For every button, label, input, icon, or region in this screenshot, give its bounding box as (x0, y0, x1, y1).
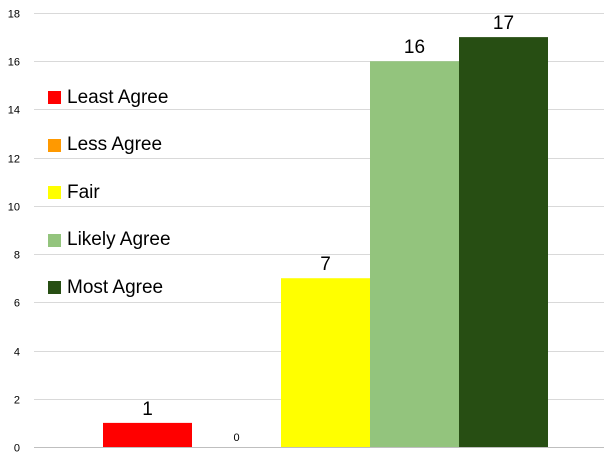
data-label: 7 (320, 254, 331, 275)
y-tick-label: 14 (8, 105, 20, 117)
legend-item-most-agree: Most Agree (48, 264, 171, 312)
legend-item-fair: Fair (48, 169, 171, 217)
legend-item-least-agree: Least Agree (48, 74, 171, 122)
legend-label: Less Agree (67, 134, 163, 156)
bar-most-agree (459, 37, 548, 447)
legend-item-less-agree: Less Agree (48, 122, 171, 170)
y-tick-label: 16 (8, 57, 20, 69)
y-tick-label: 6 (14, 298, 20, 310)
y-tick-label: 12 (8, 154, 20, 166)
y-tick-label: 0 (14, 443, 20, 453)
legend-label: Likely Agree (67, 229, 171, 251)
legend-swatch (48, 186, 61, 200)
legend-label: Most Agree (67, 276, 164, 298)
bars (103, 37, 548, 447)
legend: Least Agree Less Agree Fair Likely Agree… (48, 74, 171, 312)
data-labels: 1 0 7 16 17 (142, 13, 514, 444)
y-tick-label: 2 (14, 395, 20, 407)
bar-fair (281, 278, 370, 447)
legend-swatch (48, 233, 61, 247)
legend-swatch (48, 281, 61, 295)
y-tick-label: 4 (14, 347, 20, 359)
data-label: 16 (404, 37, 425, 58)
bar-likely-agree (370, 61, 459, 447)
legend-item-likely-agree: Likely Agree (48, 217, 171, 265)
gridlines (34, 13, 604, 448)
y-tick-label: 10 (8, 202, 20, 214)
y-tick-label: 18 (8, 9, 20, 21)
data-label: 17 (493, 13, 514, 34)
y-axis: 0 2 4 6 8 10 12 14 16 18 (8, 9, 20, 453)
legend-swatch (48, 138, 61, 152)
legend-swatch (48, 91, 61, 105)
data-label: 1 (142, 399, 153, 420)
legend-label: Fair (67, 181, 100, 203)
y-tick-label: 8 (14, 250, 20, 262)
legend-label: Least Agree (67, 86, 169, 108)
data-label: 0 (233, 432, 239, 444)
bar-least-agree (103, 422, 192, 447)
